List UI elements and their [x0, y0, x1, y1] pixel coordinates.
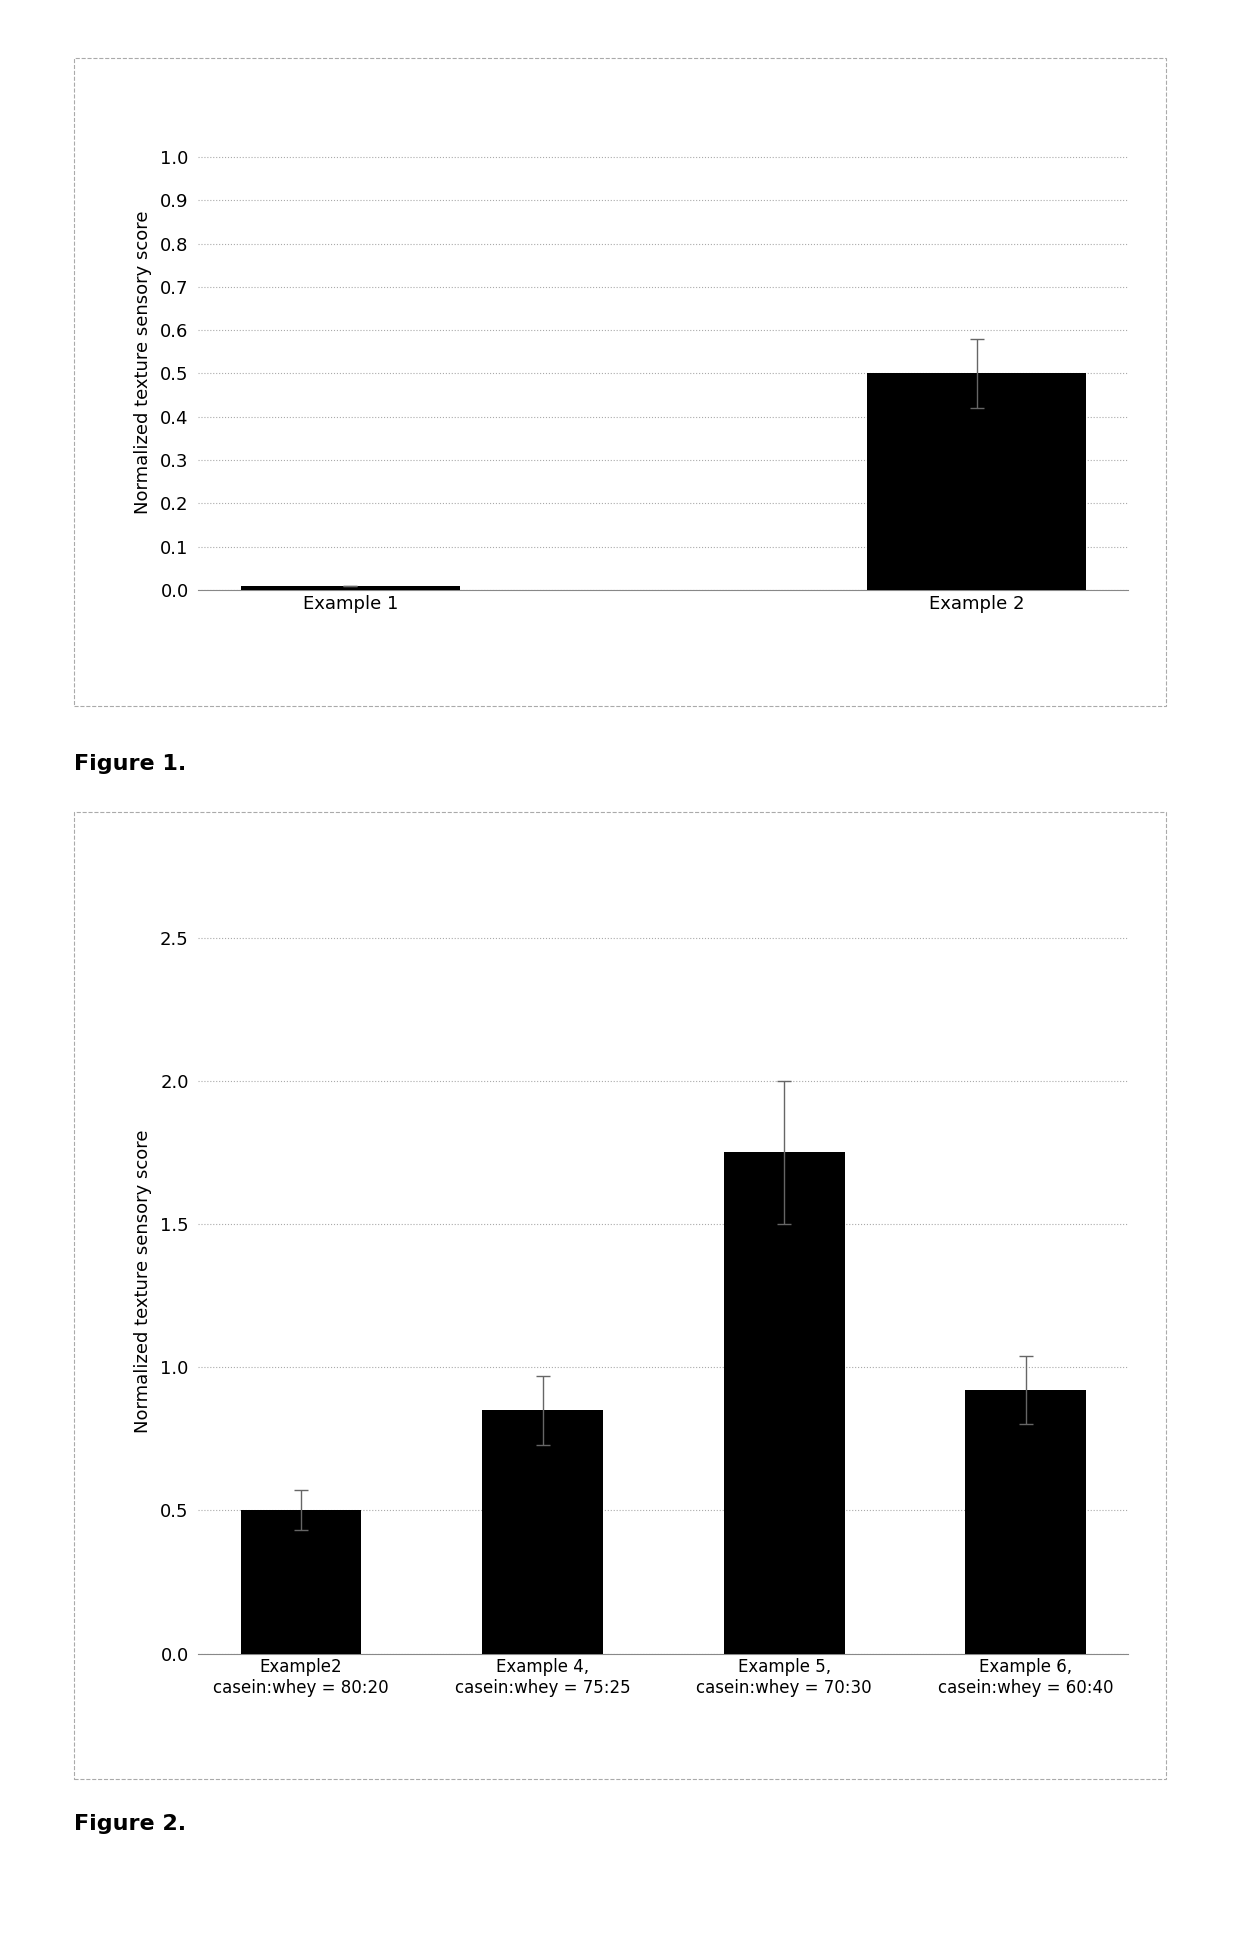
Bar: [241, 1510, 361, 1654]
Bar: [482, 1410, 603, 1654]
Bar: [241, 586, 460, 590]
Bar: [724, 1153, 844, 1654]
Bar: [966, 1391, 1086, 1654]
Y-axis label: Normalized texture sensory score: Normalized texture sensory score: [134, 1129, 151, 1433]
Y-axis label: Normalized texture sensory score: Normalized texture sensory score: [134, 211, 151, 514]
Text: Figure 1.: Figure 1.: [74, 754, 187, 774]
Bar: [867, 373, 1086, 590]
Text: Figure 2.: Figure 2.: [74, 1814, 186, 1833]
